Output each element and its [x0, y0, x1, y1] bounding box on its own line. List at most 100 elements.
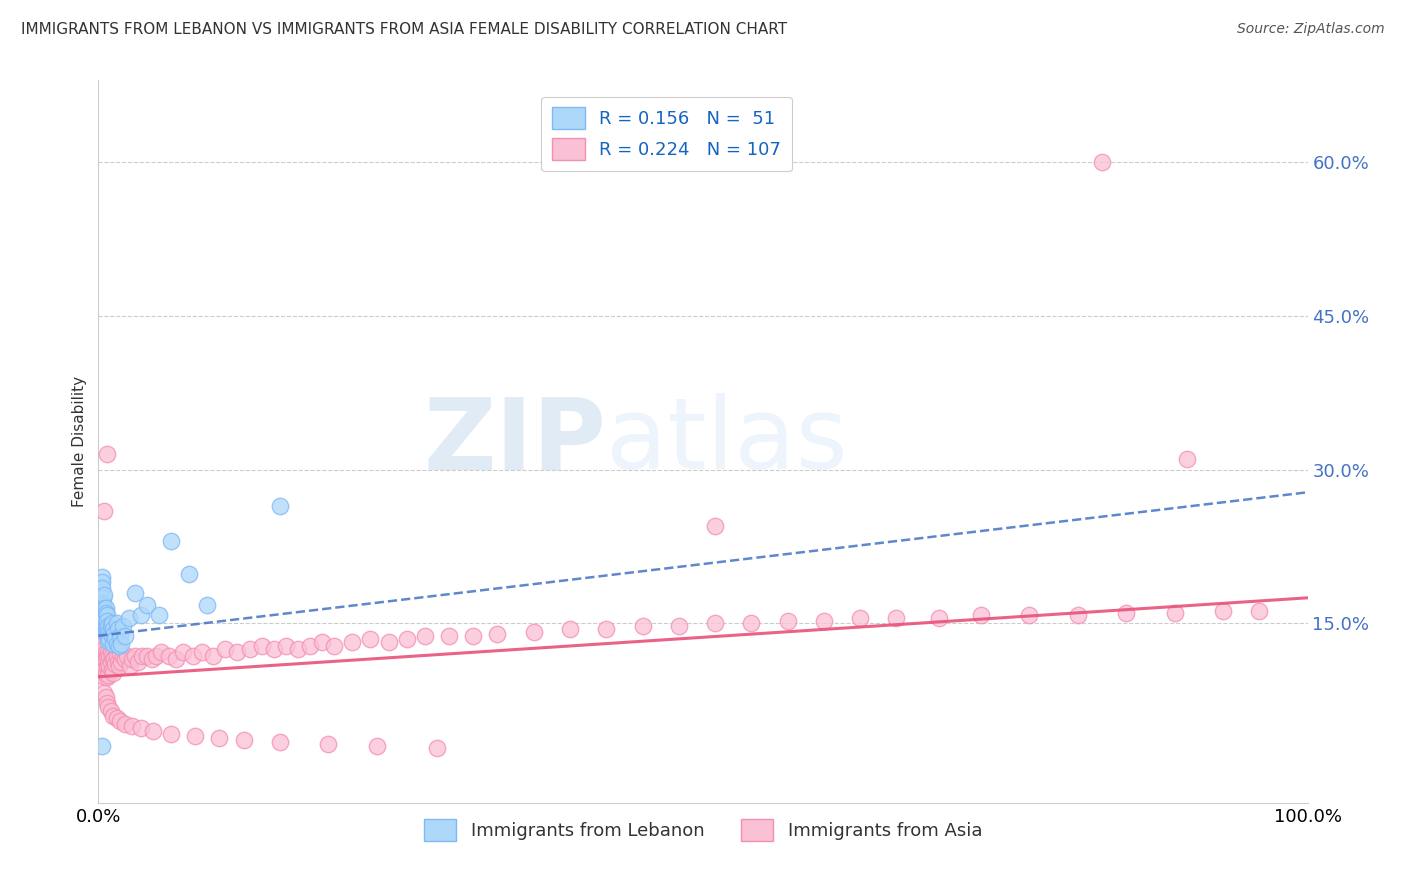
- Point: [299, 639, 322, 653]
- Point: [1175, 452, 1198, 467]
- Point: [463, 629, 485, 643]
- Point: [103, 652, 125, 666]
- Point: [110, 656, 132, 670]
- Point: [97, 626, 120, 640]
- Point: [1163, 606, 1185, 620]
- Point: [165, 652, 187, 666]
- Point: [96, 615, 118, 629]
- Point: [107, 656, 129, 670]
- Point: [108, 647, 131, 661]
- Point: [94, 652, 117, 666]
- Point: [595, 622, 617, 636]
- Point: [250, 639, 273, 653]
- Point: [110, 637, 132, 651]
- Point: [93, 670, 115, 684]
- Point: [269, 499, 291, 513]
- Point: [91, 598, 114, 612]
- Point: [145, 649, 167, 664]
- Point: [91, 596, 114, 610]
- Point: [160, 534, 183, 549]
- Point: [263, 642, 285, 657]
- Point: [523, 624, 546, 639]
- Point: [1249, 604, 1271, 618]
- Point: [97, 700, 120, 714]
- Point: [105, 616, 128, 631]
- Point: [93, 622, 115, 636]
- Point: [274, 639, 297, 653]
- Point: [101, 637, 124, 651]
- Point: [269, 735, 291, 749]
- Point: [104, 632, 127, 646]
- Text: atlas: atlas: [606, 393, 848, 490]
- Point: [94, 618, 117, 632]
- Text: IMMIGRANTS FROM LEBANON VS IMMIGRANTS FROM ASIA FEMALE DISABILITY CORRELATION CH: IMMIGRANTS FROM LEBANON VS IMMIGRANTS FR…: [21, 22, 787, 37]
- Point: [129, 721, 152, 735]
- Text: Source: ZipAtlas.com: Source: ZipAtlas.com: [1237, 22, 1385, 37]
- Point: [96, 697, 118, 711]
- Point: [107, 622, 129, 636]
- Point: [776, 615, 799, 629]
- Point: [129, 608, 152, 623]
- Point: [97, 667, 120, 681]
- Point: [342, 635, 364, 649]
- Point: [426, 741, 449, 756]
- Point: [366, 739, 388, 754]
- Point: [323, 639, 346, 653]
- Point: [141, 652, 163, 666]
- Point: [111, 618, 134, 632]
- Y-axis label: Female Disability: Female Disability: [72, 376, 87, 508]
- Point: [191, 645, 214, 659]
- Point: [105, 649, 128, 664]
- Point: [124, 649, 146, 664]
- Point: [214, 642, 236, 657]
- Point: [93, 504, 115, 518]
- Point: [108, 659, 131, 673]
- Point: [91, 604, 114, 618]
- Point: [970, 608, 993, 623]
- Point: [121, 719, 143, 733]
- Point: [100, 649, 122, 664]
- Point: [135, 598, 157, 612]
- Point: [100, 618, 122, 632]
- Point: [91, 739, 114, 754]
- Point: [101, 652, 124, 666]
- Point: [98, 624, 121, 639]
- Point: [108, 629, 131, 643]
- Point: [91, 591, 114, 605]
- Point: [103, 626, 125, 640]
- Point: [97, 618, 120, 632]
- Point: [96, 608, 118, 623]
- Point: [360, 632, 382, 646]
- Point: [226, 645, 249, 659]
- Point: [704, 616, 727, 631]
- Point: [91, 659, 114, 673]
- Point: [96, 670, 118, 684]
- Point: [124, 585, 146, 599]
- Point: [94, 690, 117, 705]
- Point: [232, 733, 254, 747]
- Point: [668, 618, 690, 632]
- Point: [91, 570, 114, 584]
- Point: [100, 656, 122, 670]
- Point: [101, 622, 124, 636]
- Point: [395, 632, 418, 646]
- Point: [135, 649, 157, 664]
- Point: [486, 626, 509, 640]
- Point: [704, 519, 727, 533]
- Point: [127, 656, 149, 670]
- Point: [96, 649, 118, 664]
- Point: [150, 645, 173, 659]
- Point: [100, 645, 122, 659]
- Point: [208, 731, 231, 746]
- Point: [93, 686, 115, 700]
- Legend: Immigrants from Lebanon, Immigrants from Asia: Immigrants from Lebanon, Immigrants from…: [416, 812, 990, 848]
- Point: [184, 729, 207, 743]
- Point: [118, 659, 141, 673]
- Point: [437, 629, 460, 643]
- Point: [287, 642, 309, 657]
- Point: [111, 649, 134, 664]
- Point: [558, 622, 581, 636]
- Point: [98, 632, 121, 646]
- Point: [114, 717, 136, 731]
- Point: [91, 575, 114, 590]
